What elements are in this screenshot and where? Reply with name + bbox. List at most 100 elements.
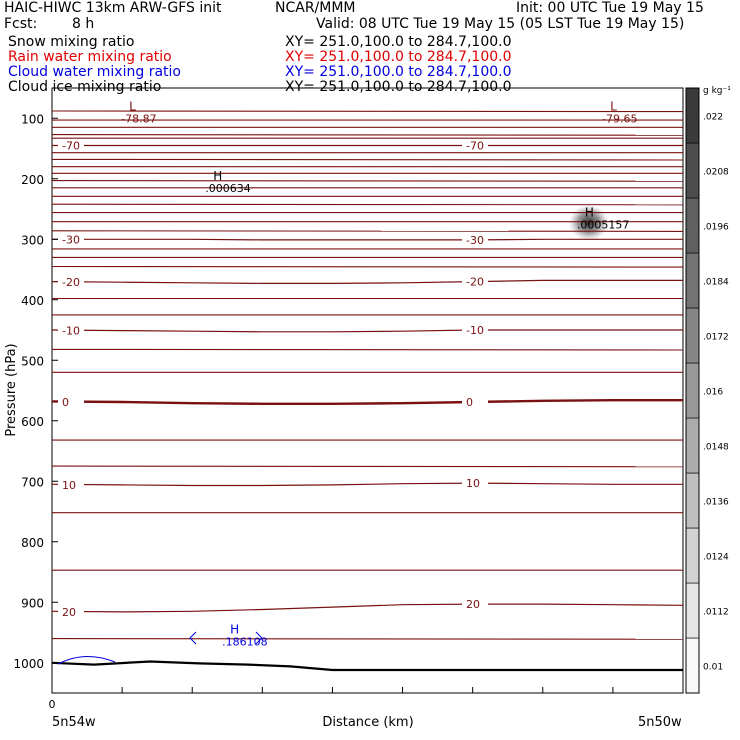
colorbar-segment (685, 87, 700, 144)
y-tick-label: 100 (21, 112, 44, 126)
isotherm-label: -30 (466, 234, 484, 247)
isotherm-label-bg (58, 233, 84, 246)
isotherm-label-bg (462, 275, 488, 288)
isotherm-label-bg (462, 139, 488, 152)
isotherm-unlabeled (51, 265, 684, 268)
x-end-label-right: 5n50w (638, 715, 682, 730)
colorbar-segment (685, 582, 700, 639)
colorbar-tick-label: .0172 (703, 333, 729, 343)
field-xy-rain: XY= 251.0,100.0 to 284.7,100.0 (285, 49, 512, 65)
isotherm-10 (51, 482, 683, 487)
isotherm-label-bg (462, 598, 488, 611)
isotherm-unlabeled (51, 348, 684, 351)
isotherm-label-bg (462, 477, 488, 490)
cloud-water-bracket-right (255, 631, 263, 645)
y-tick-label: 800 (21, 536, 44, 550)
colorbar-tick-label: .022 (703, 113, 723, 123)
extremum-h: H (230, 623, 239, 637)
y-tick-label: 500 (21, 354, 44, 368)
colorbar-segment (685, 142, 700, 199)
isotherm-unlabeled (51, 203, 684, 206)
isotherm-label-bg (462, 324, 488, 336)
colorbar-unit: g kg⁻¹ (703, 86, 731, 96)
colorbar-segment (685, 527, 700, 584)
isotherm-unlabeled (51, 110, 684, 113)
isotherm-20 (51, 603, 684, 613)
field-name-rain: Rain water mixing ratio (8, 49, 172, 65)
isotherm-unlabeled (51, 134, 684, 136)
colorbar-tick-label: .0196 (703, 223, 729, 233)
y-tick-label: 1000 (13, 657, 44, 671)
y-tick-label: 200 (21, 173, 44, 187)
x-end-label-left: 5n54w (52, 715, 96, 730)
isotherm-label-bg (58, 605, 84, 618)
y-axis-label: Pressure (hPa) (4, 343, 19, 436)
colorbar-segment (685, 417, 700, 474)
isotherm-label: -10 (466, 324, 484, 337)
field-name-cloud-water: Cloud water mixing ratio (8, 64, 181, 80)
colorbar-tick-label: .0136 (703, 498, 729, 508)
isotherm-label: 10 (62, 479, 76, 492)
field-name-snow: Snow mixing ratio (8, 34, 135, 50)
isotherm--30 (52, 238, 683, 241)
isotherm-unlabeled (51, 465, 684, 468)
colorbar-tick-label: .0208 (703, 168, 729, 178)
isotherm-label: -20 (466, 276, 484, 289)
isotherm-label: -10 (62, 325, 80, 338)
isotherm-unlabeled (51, 158, 684, 161)
field-xy-cloud-ice: XY= 251.0,100.0 to 284.7,100.0 (285, 79, 512, 95)
fcst-label: Fcst: (4, 16, 38, 32)
isotherm-label-bg (58, 478, 84, 491)
isotherm-label-bg (462, 395, 488, 408)
isotherm-label-bg (58, 276, 84, 289)
isotherm-label: 20 (466, 598, 480, 611)
org-label: NCAR/MMM (275, 0, 356, 16)
cloud-water-bracket-left (189, 631, 197, 645)
colorbar-tick-label: .0112 (703, 608, 729, 618)
extremum-h: H (213, 169, 222, 183)
extremum-l: L (610, 99, 617, 113)
field-name-cloud-ice: Cloud ice mixing ratio (8, 79, 162, 95)
extremum-value: -79.65 (602, 112, 637, 125)
cloud-water-contour (57, 656, 116, 665)
extremum-value: .186108 (222, 636, 267, 649)
terrain-line (51, 660, 683, 672)
y-tick-label: 300 (21, 233, 44, 247)
colorbar-segment (685, 472, 700, 529)
extremum-l: L (129, 99, 136, 113)
isotherm-unlabeled (51, 638, 684, 640)
y-tick-label: 900 (21, 596, 44, 610)
colorbar-segment (685, 307, 700, 364)
plot-frame (51, 87, 684, 694)
isotherm-label: -70 (466, 139, 484, 152)
valid-time: Valid: 08 UTC Tue 19 May 15 (05 LST Tue … (316, 16, 685, 32)
isotherm-label-bg (462, 233, 488, 246)
colorbar-segment (685, 197, 700, 254)
isotherm-label-bg (58, 395, 84, 408)
colorbar-tick-label: .0184 (703, 278, 729, 288)
colorbar-tick-label: .016 (703, 388, 723, 398)
y-tick-label: 400 (21, 294, 44, 308)
colorbar-segment (685, 252, 700, 309)
isotherm-label: -70 (62, 139, 80, 152)
isotherm-unlabeled (51, 180, 684, 182)
colorbar-segment (685, 362, 700, 419)
isotherm-label: 0 (466, 396, 473, 409)
colorbar-tick-label: .0148 (703, 443, 729, 453)
isotherm-0 (51, 399, 683, 405)
colorbar-tick-label: .0124 (703, 553, 729, 563)
field-xy-cloud-water: XY= 251.0,100.0 to 284.7,100.0 (285, 64, 512, 80)
extremum-value: .000634 (205, 182, 251, 195)
isotherm--10 (51, 329, 683, 333)
model-title: HAIC-HIWC 13km ARW-GFS init (4, 0, 222, 16)
x-axis-label: Distance (km) (322, 715, 413, 730)
isotherm-label: 20 (62, 606, 76, 619)
colorbar-frame (685, 87, 700, 694)
x-tick-label: 0 (49, 698, 56, 711)
isotherm--20 (51, 279, 683, 284)
y-tick-label: 600 (21, 415, 44, 429)
isotherm-label: 10 (466, 477, 480, 490)
extremum-h: H (585, 206, 594, 220)
field-xy-snow: XY= 251.0,100.0 to 284.7,100.0 (285, 34, 512, 50)
